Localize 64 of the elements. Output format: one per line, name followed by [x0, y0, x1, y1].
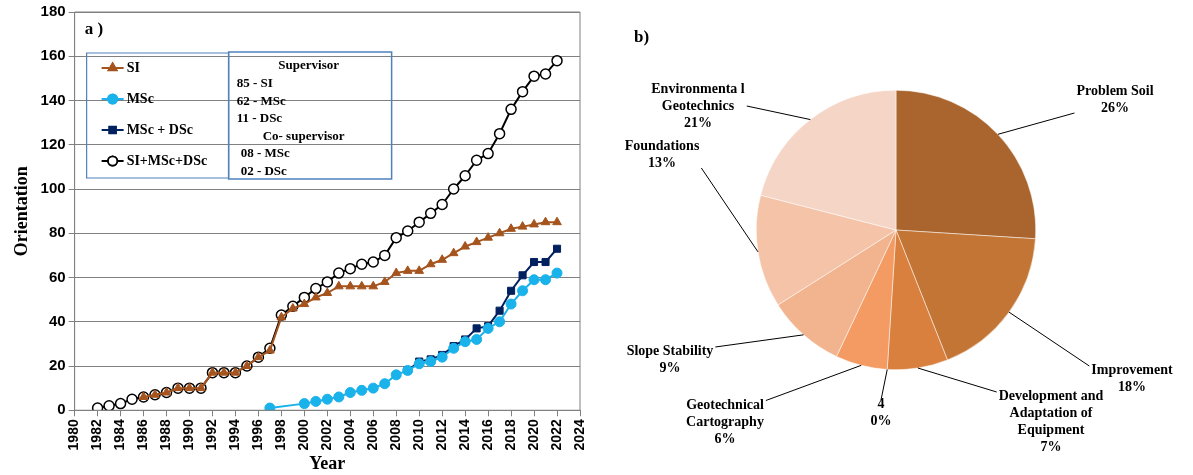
x-tick-label: 1992 [203, 419, 220, 451]
x-tick-label: 1998 [272, 419, 289, 451]
x-tick-label: 2020 [524, 419, 541, 451]
x-tick-label: 2004 [341, 419, 358, 451]
data-label: 6% [714, 430, 736, 446]
y-tick-label: 60 [48, 267, 66, 285]
x-axis-title: Year [309, 452, 346, 473]
slice-label: Environmenta l Geotechnics [651, 80, 745, 113]
annotation: Supervisor [278, 57, 340, 73]
x-tick-label: 2000 [295, 419, 312, 451]
slice-label: Development and Adaptation of Equipment [998, 388, 1104, 438]
x-tick-label: 1984 [111, 419, 128, 451]
slice-label: Slope Stability [626, 343, 714, 359]
x-tick-label: 1980 [65, 419, 82, 451]
x-tick-label: 2008 [387, 419, 404, 451]
legend-label: MSc [126, 90, 154, 106]
x-tick-label: 1982 [88, 419, 105, 451]
x-tick-label: 2018 [501, 419, 518, 451]
legend-label: MSc + DSc [126, 121, 193, 137]
annotation: a ) [84, 19, 104, 39]
y-tick-label: 20 [48, 356, 66, 374]
data-label: 9% [659, 360, 681, 376]
x-tick-label: 2006 [364, 419, 381, 451]
y-tick-label: 160 [40, 46, 66, 64]
annotation: 85 - SI [236, 74, 273, 90]
legend-label: SI+MSc+DSc [126, 152, 208, 168]
x-tick-label: 1990 [180, 419, 197, 451]
x-tick-label: 2012 [433, 419, 450, 451]
x-tick-label: 2002 [318, 419, 335, 451]
x-tick-label: 1996 [249, 419, 266, 451]
x-tick-label: 2010 [410, 419, 427, 451]
annotation: 62 - MSc [236, 92, 286, 108]
text: b) [634, 27, 650, 47]
annotation: 02 - DSc [240, 162, 288, 178]
text: 0% [870, 413, 892, 429]
legend-label: 4 [877, 396, 885, 412]
x-tick-label: 2024 [570, 419, 587, 451]
data-label: 13% [648, 155, 676, 171]
x-tick-label: 1994 [226, 419, 243, 451]
slice-label: Foundations [624, 138, 700, 154]
data-label: 21% [684, 114, 712, 130]
legend-label: SI [126, 59, 140, 75]
y-tick-label: 180 [40, 2, 66, 20]
y-axis-title: Orientation [11, 166, 32, 257]
data-label: 26% [1101, 100, 1129, 116]
annotation: 08 - MSc [240, 145, 290, 161]
slice-label: Improvement [1091, 362, 1174, 378]
slice-label: Problem Soil [1076, 83, 1154, 99]
x-tick-label: 1986 [134, 419, 151, 451]
y-tick-label: 120 [40, 134, 66, 152]
y-tick-label: 80 [48, 223, 66, 241]
x-tick-label: 2014 [456, 419, 472, 451]
data-label: 7% [1040, 439, 1062, 455]
x-tick-label: 2022 [547, 419, 564, 451]
y-tick-label: 40 [48, 311, 66, 329]
annotation: Co- supervisor [262, 127, 345, 143]
x-tick-label: 1988 [157, 419, 174, 451]
x-tick-label: 2016 [478, 419, 495, 451]
y-tick-label: 100 [40, 179, 66, 197]
y-tick-label: 140 [40, 90, 66, 108]
y-tick-label: 0 [57, 400, 66, 418]
data-label: 18% [1118, 379, 1146, 395]
annotation: 11 - DSc [236, 110, 283, 126]
slice-label: Geotechnical Cartography [686, 396, 764, 429]
